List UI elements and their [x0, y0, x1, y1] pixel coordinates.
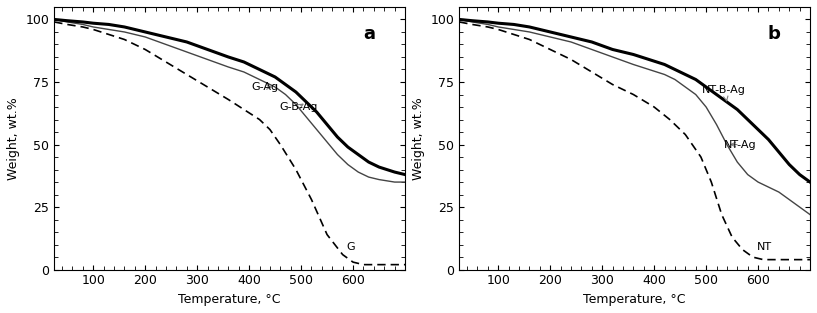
Text: NT-Ag: NT-Ag	[724, 140, 757, 150]
Text: G: G	[346, 242, 355, 252]
Text: G-B-Ag: G-B-Ag	[279, 102, 318, 112]
X-axis label: Temperature, °C: Temperature, °C	[178, 293, 281, 306]
Text: b: b	[768, 25, 781, 43]
X-axis label: Temperature, °C: Temperature, °C	[583, 293, 686, 306]
Y-axis label: Weight, wt.%: Weight, wt.%	[412, 97, 425, 180]
Text: G-Ag: G-Ag	[251, 82, 279, 92]
Text: NT: NT	[757, 242, 772, 252]
Text: a: a	[363, 25, 375, 43]
Y-axis label: Weight, wt.%: Weight, wt.%	[7, 97, 20, 180]
Text: NT-B-Ag: NT-B-Ag	[703, 85, 746, 101]
